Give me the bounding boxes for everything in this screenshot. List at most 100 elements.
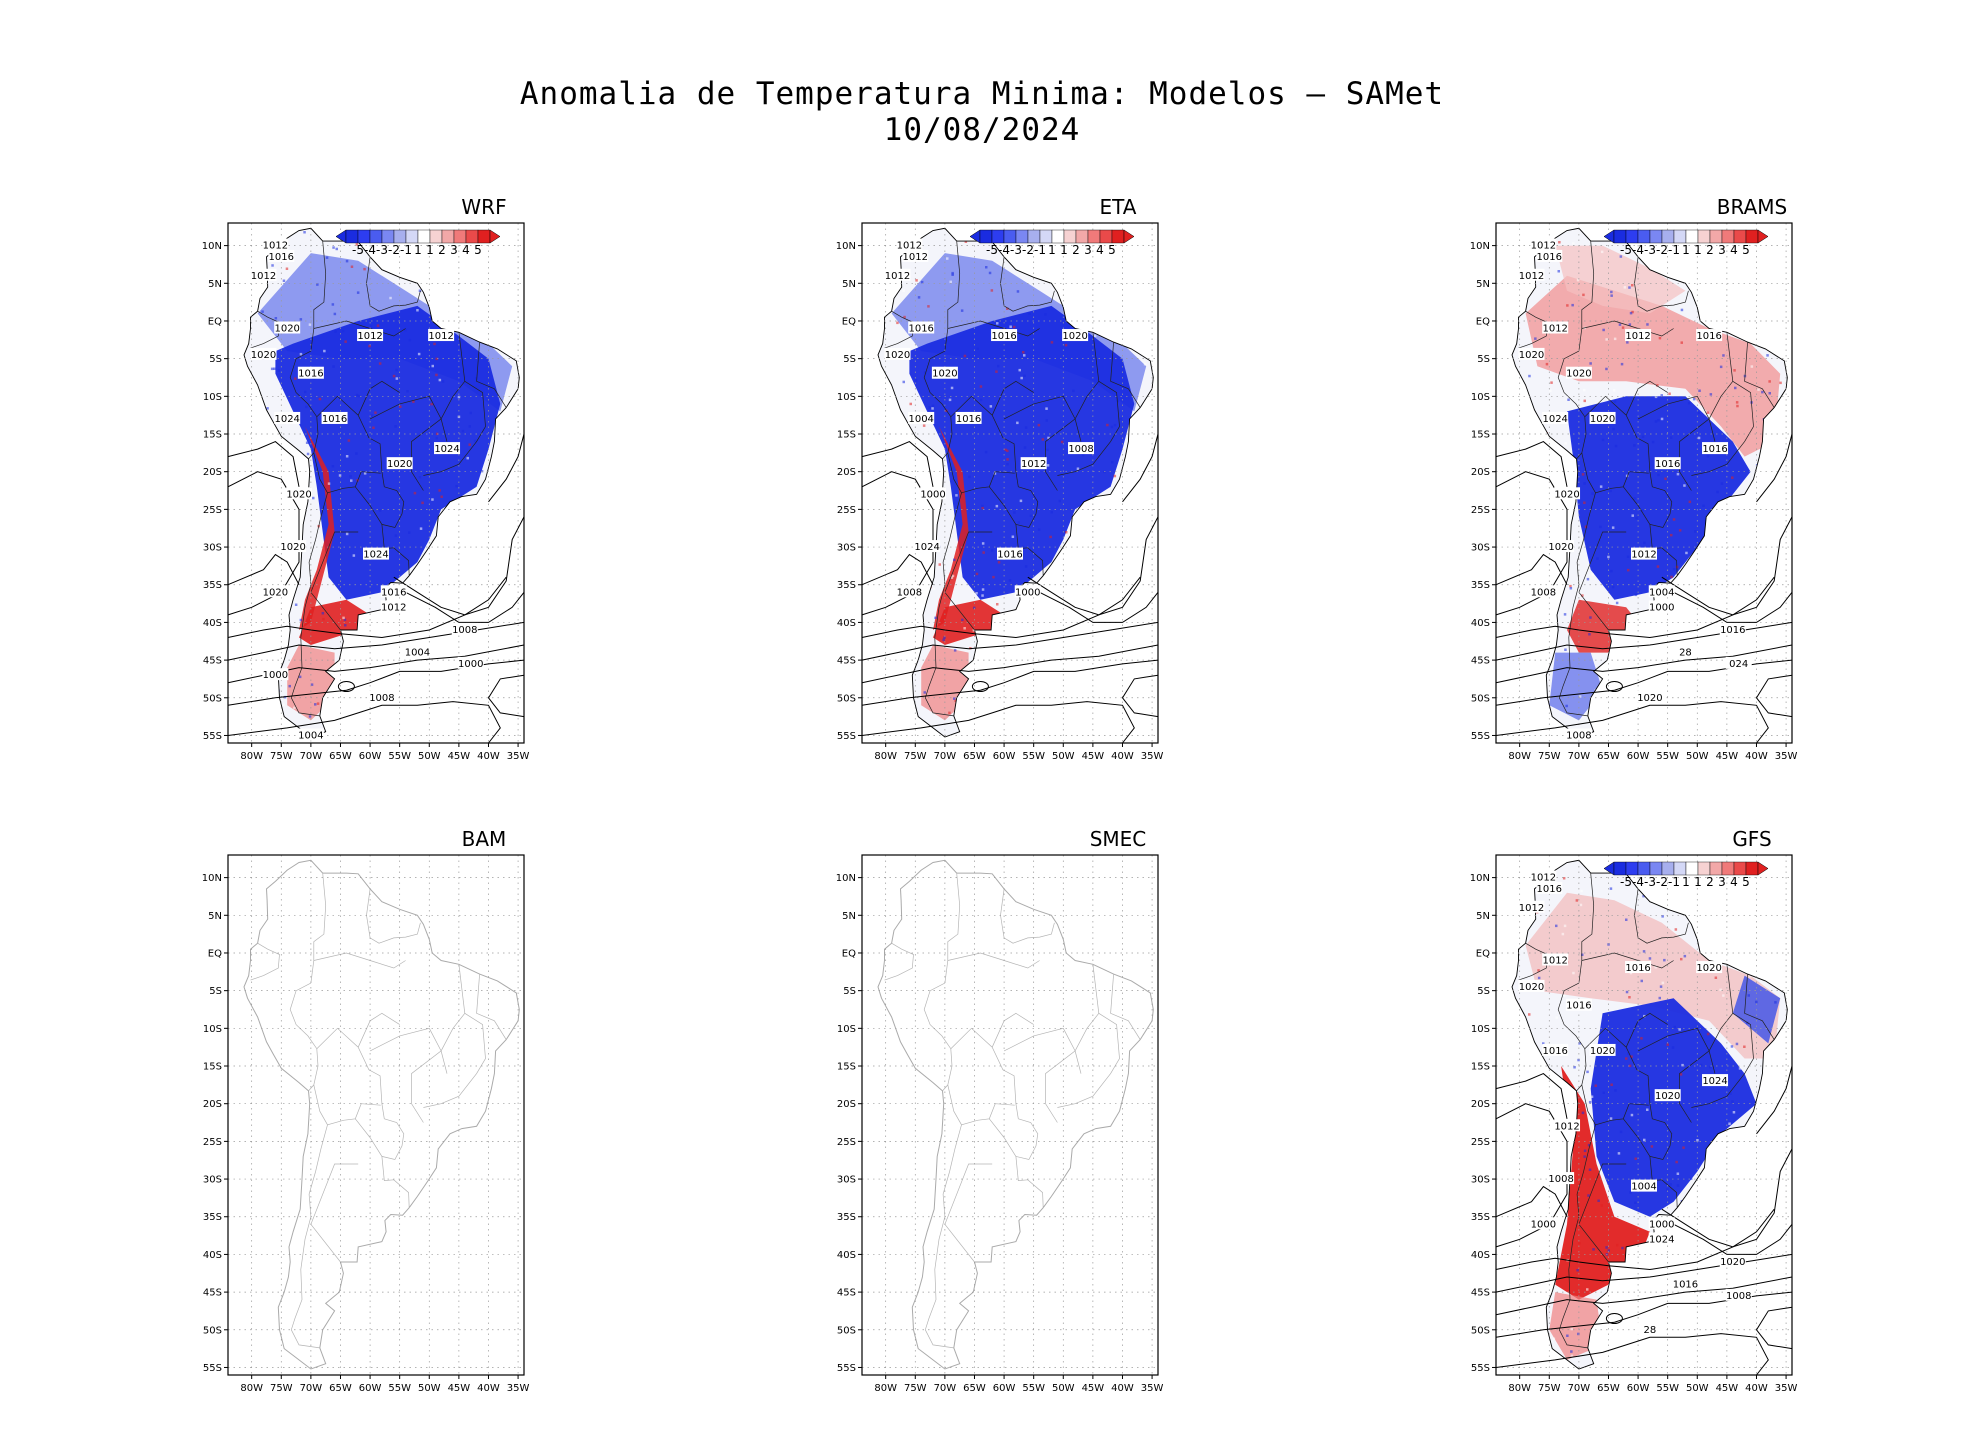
country-border [1578,241,1595,352]
isobar-ring [971,680,989,692]
anomaly-speck [312,496,315,500]
isobar-label-bg [1648,1232,1675,1245]
anomaly-speck [441,380,445,383]
lat-tick-label: 15S [837,430,856,441]
country-border [1015,1156,1044,1208]
colorbar-swatch [1685,861,1699,876]
colorbar-swatch [1637,229,1651,244]
anomaly-speck [305,441,309,444]
anomaly-speck [355,452,358,455]
anomaly-speck [1734,386,1737,390]
lon-tick-label: 60W [1627,1383,1650,1394]
colorbar-swatch [345,229,359,244]
anomaly-speck [1694,530,1697,533]
anomaly-speck [1680,341,1683,344]
anomaly-speck [1613,337,1617,341]
lat-tick-label: 20S [837,467,856,478]
anomaly-speck [438,378,442,382]
anomaly-speck [1627,1052,1630,1055]
anomaly-speck [1628,996,1631,999]
anomaly-speck [1774,1001,1777,1004]
anomaly-speck [1520,947,1524,951]
figure-title: Anomalia de Temperatura Minima: Modelos … [519,76,1445,112]
anomaly-speck [1610,290,1613,294]
lon-tick-label: 50W [1686,751,1709,762]
anomaly-speck [1602,1091,1605,1094]
anomaly-speck [1615,601,1619,605]
anomaly-speck [1678,529,1682,532]
anomaly-speck [416,309,419,312]
panel-brams: BRAMS 1012 1016 1012 1012 1012 1016 1020 1020 10… [1404,195,1924,795]
isobar-label: 1004 [908,414,933,425]
anomaly-speck [1651,440,1655,444]
lat-tick-label: 35S [837,580,856,591]
anomaly-speck [972,629,976,632]
anomaly-speck [953,649,957,652]
anomaly-speck [1658,996,1661,1000]
colorbar-swatch [1649,229,1663,244]
panel-bam: BAM 10N 5N EQ 5S 10S 15S 20S 25S 30S 35S 40S 45S 50S… [136,827,656,1427]
colorbar-label: -3 [1644,243,1656,257]
isobar-label: 1020 [885,350,910,361]
anomaly-speck [395,368,398,372]
anomaly-speck [1746,1067,1750,1071]
lon-tick-label: 80W [874,751,897,762]
isobar-label-bg [1702,1074,1729,1087]
anomaly-speck [1008,579,1012,582]
anomaly-speck [342,616,345,620]
anomaly-speck [995,504,999,508]
panel-title: SMEC [1089,827,1147,851]
country-border [923,982,953,1092]
panel-title: WRF [461,195,507,219]
lat-tick-label: 20S [1471,1099,1490,1110]
anomaly-speck [308,715,312,718]
isobar-line [1495,471,1568,616]
anomaly-speck [1660,394,1663,397]
isobar-line [1495,1073,1568,1119]
country-border [250,942,280,981]
country-border [1074,332,1100,442]
isobar-label-bg [1648,585,1675,598]
lon-tick-label: 70W [934,1383,957,1394]
lon-tick-label: 70W [300,1383,323,1394]
anomaly-speck [306,452,310,456]
isobar-line [488,433,525,503]
map-bam: 10N 5N EQ 5S 10S 15S 20S 25S 30S 35S 40S 45S 50S 55S 8… [202,854,529,1394]
lon-tick-label: 60W [359,1383,382,1394]
country-border [1625,1012,1668,1048]
lat-tick-label: 10N [836,873,856,884]
anomaly-speck [1597,1199,1600,1202]
anomaly-speck [376,324,380,327]
anomaly-speck [1041,438,1045,441]
lat-tick-label: 10S [837,1024,856,1035]
lat-tick-label: 35S [837,1212,856,1223]
anomaly-speck [369,325,373,328]
country-border [944,531,993,631]
anomaly-speck [1631,284,1634,287]
anomaly-speck [1575,899,1579,902]
anomaly-speck [960,309,964,312]
anomaly-speck [431,364,434,368]
anomaly-speck [948,398,952,402]
lat-tick-label: 50S [837,1325,856,1336]
anomaly-speck [1599,485,1603,488]
isobar-label-bg [920,487,947,500]
lat-tick-label: 15S [1471,430,1490,441]
isobar-label: 1016 [1537,884,1562,895]
lat-tick-label: 30S [1471,543,1490,554]
country-border [991,1012,1034,1048]
anomaly-speck [917,296,921,299]
isobar-label: 1012 [1542,324,1567,335]
isobar-label: 1012 [1631,550,1656,561]
anomaly-speck [1583,482,1586,485]
colorbar-swatch [1637,861,1651,876]
isobar-line [861,659,1159,706]
lat-tick-label: 5S [843,354,856,365]
anomaly-speck [1589,616,1592,619]
anomaly-speck [1614,1089,1617,1092]
anomaly-speck [299,618,303,622]
isobar-label-bg [1548,1172,1575,1185]
isobar-line [1756,1065,1793,1135]
anomaly-speck [1731,476,1734,479]
anomaly-speck [1661,915,1664,918]
